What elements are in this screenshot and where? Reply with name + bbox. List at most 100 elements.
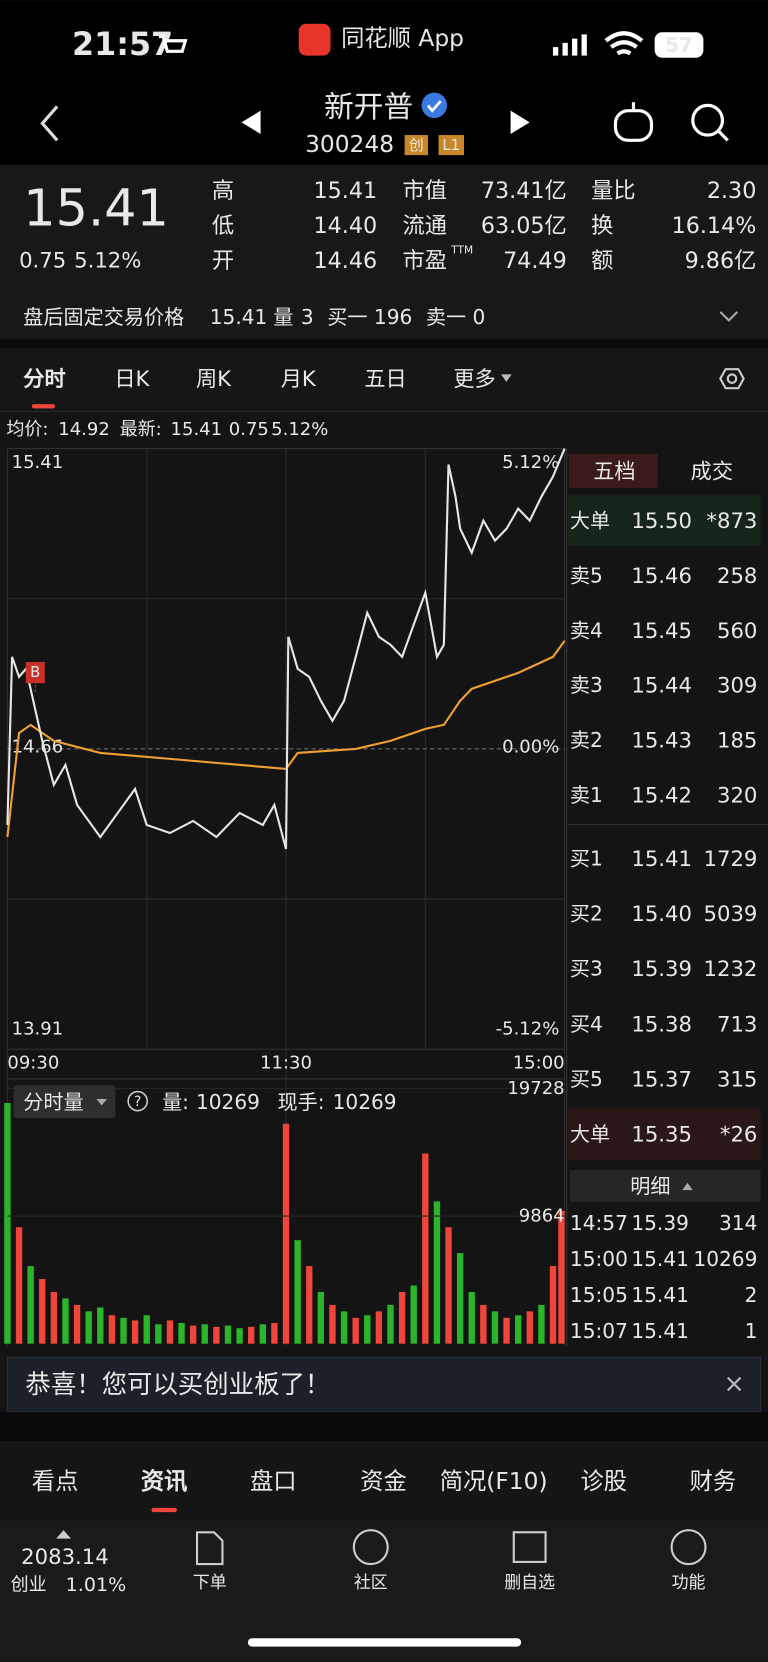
book-tab[interactable]: 五档 bbox=[593, 458, 635, 483]
stat-sup: TTM bbox=[450, 244, 473, 256]
book-price: 15.46 bbox=[631, 563, 692, 588]
qty-label: 量: bbox=[162, 1090, 189, 1114]
book-price: 15.50 bbox=[631, 508, 692, 533]
bottom-tab[interactable]: 看点 bbox=[32, 1468, 79, 1495]
index-change: 1.01% bbox=[66, 1574, 127, 1596]
top-bar-bg bbox=[0, 0, 768, 165]
book-volume: 1232 bbox=[704, 956, 758, 981]
book-tab[interactable]: 成交 bbox=[691, 458, 733, 483]
stat-label: 换 bbox=[591, 213, 613, 239]
tab[interactable]: 月K bbox=[281, 366, 317, 391]
tab[interactable]: 更多 bbox=[453, 366, 495, 391]
bottom-tab[interactable]: 资金 bbox=[360, 1468, 407, 1495]
stat-label: 流通 bbox=[403, 213, 447, 239]
back-button[interactable] bbox=[40, 105, 59, 142]
prev-stock[interactable] bbox=[241, 110, 261, 134]
book-label: 买4 bbox=[570, 1012, 603, 1036]
y-tick-label: 13.91 bbox=[12, 1019, 64, 1040]
search-icon[interactable] bbox=[691, 103, 725, 137]
volume-bar bbox=[201, 1324, 208, 1344]
next-stock[interactable] bbox=[510, 110, 530, 134]
book-volume: 185 bbox=[717, 728, 757, 753]
help-icon[interactable] bbox=[127, 1090, 149, 1112]
y-tick-label: 15.41 bbox=[12, 452, 64, 473]
bottom-tab[interactable]: 简况(F10) bbox=[440, 1468, 548, 1495]
book-label: 卖4 bbox=[570, 618, 603, 642]
volume-bar bbox=[178, 1323, 185, 1344]
footer-button[interactable]: 社区 bbox=[354, 1572, 388, 1592]
book-volume: *873 bbox=[706, 508, 757, 533]
tab[interactable]: 周K bbox=[196, 366, 232, 391]
tabs: 分时 日K 周K 月K 五日 更多 bbox=[23, 366, 512, 409]
verified-icon bbox=[421, 92, 448, 119]
verified-check bbox=[426, 100, 442, 113]
marker-label: B bbox=[30, 664, 40, 681]
chart-bg bbox=[0, 411, 768, 1412]
stat-value: 63.05亿 bbox=[481, 213, 567, 239]
after-hours-bid: 买一 196 bbox=[327, 305, 412, 329]
stat-value: 2.30 bbox=[707, 178, 757, 204]
expand-icon[interactable] bbox=[719, 311, 739, 322]
stat-label: 高 bbox=[212, 178, 234, 204]
tab[interactable]: 日K bbox=[114, 366, 150, 391]
big-order-bg bbox=[567, 495, 761, 547]
book-label: 买3 bbox=[570, 957, 603, 981]
book-label: 卖5 bbox=[570, 564, 603, 588]
book-price: 15.41 bbox=[631, 846, 692, 871]
book-price: 15.39 bbox=[631, 956, 692, 981]
footer-button[interactable]: 删自选 bbox=[504, 1572, 555, 1592]
book-volume: 713 bbox=[717, 1011, 757, 1036]
volume-bar bbox=[387, 1304, 394, 1344]
volume-bar bbox=[317, 1291, 325, 1344]
price-line bbox=[6, 448, 566, 850]
stat-label: 额 bbox=[591, 248, 613, 274]
volume-selector[interactable] bbox=[13, 1085, 116, 1119]
settings-icon-dot bbox=[726, 373, 738, 384]
notice-bg bbox=[6, 1356, 762, 1413]
book-label: 买1 bbox=[570, 847, 603, 871]
book-label: 卖3 bbox=[570, 673, 603, 697]
volume-bar bbox=[166, 1320, 174, 1344]
footer-button[interactable]: 功能 bbox=[672, 1572, 706, 1592]
separator bbox=[0, 1411, 768, 1442]
tabs-bg bbox=[0, 347, 768, 412]
menu-icon bbox=[670, 1529, 707, 1566]
cart-icon bbox=[158, 34, 188, 53]
pct-tick-label: -5.12% bbox=[496, 1019, 560, 1040]
volume-bar bbox=[85, 1311, 92, 1344]
settings-icon[interactable] bbox=[719, 368, 745, 390]
trade-price: 15.41 bbox=[631, 1319, 689, 1343]
trades-header-bg bbox=[569, 1169, 761, 1202]
index-name: 创业 bbox=[11, 1575, 47, 1596]
intraday-chart: 09:30 11:30 15:00 13.91 14.66 15.41 5.12% 0.00%… bbox=[4, 448, 566, 1346]
book-label: 大单 bbox=[570, 509, 610, 533]
volume-bar bbox=[538, 1304, 545, 1344]
tab[interactable]: 五日 bbox=[364, 366, 406, 391]
pct-tick-label: 0.00% bbox=[502, 736, 559, 757]
footer-button[interactable]: 下单 bbox=[193, 1572, 227, 1592]
trade-volume: 10269 bbox=[693, 1247, 757, 1271]
stat-value: 14.46 bbox=[313, 248, 377, 274]
bottom-tab[interactable]: 诊股 bbox=[581, 1468, 628, 1495]
stat-value: 14.40 bbox=[313, 213, 377, 239]
stats: 高 15.41 市值 73.41亿 量比 2.30 低 14.40 流通 63.05亿换 16.14… bbox=[212, 178, 756, 274]
volume-bar bbox=[97, 1307, 104, 1344]
hand-label: 现手: bbox=[278, 1090, 325, 1114]
volume-tick-label: 19728 bbox=[507, 1078, 564, 1099]
bottom-tab[interactable]: 财务 bbox=[690, 1468, 737, 1495]
bottom-tab[interactable]: 盘口 bbox=[250, 1468, 297, 1495]
trade-time: 14:57 bbox=[570, 1211, 628, 1235]
tab[interactable]: 分时 bbox=[23, 366, 65, 391]
last-change: 0.75 bbox=[229, 419, 269, 440]
signal-icon bbox=[552, 34, 587, 56]
volume-bar bbox=[143, 1315, 150, 1344]
last-label: 最新: bbox=[120, 419, 162, 440]
x-tick-label: 11:30 bbox=[260, 1052, 312, 1073]
bottom-tab[interactable]: 资讯 bbox=[141, 1468, 188, 1495]
book-volume: 560 bbox=[717, 618, 757, 643]
volume-bar bbox=[549, 1266, 557, 1344]
app-icon bbox=[298, 23, 331, 56]
close-notice[interactable] bbox=[726, 1376, 742, 1392]
robot-icon[interactable] bbox=[613, 102, 654, 142]
